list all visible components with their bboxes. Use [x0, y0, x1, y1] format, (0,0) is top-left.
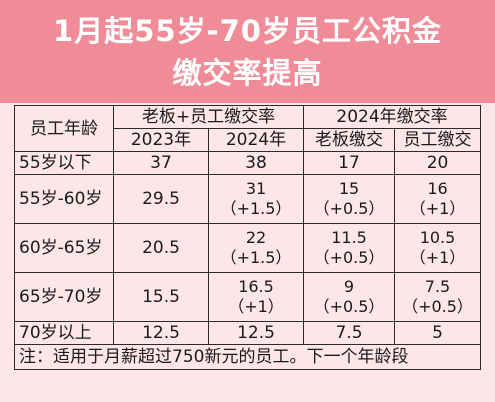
change: （+1）: [409, 199, 466, 218]
rate-2024-cell: 38: [208, 151, 304, 175]
header-age: 员工年龄: [14, 105, 114, 152]
footnote: 注：适用于月薪超过750新元的员工。下一个年龄段: [13, 344, 482, 370]
rate-2023-cell: 29.5: [113, 174, 209, 224]
rate-2024-cell: 16.5 （+1）: [208, 272, 304, 322]
change: （+1）: [228, 297, 284, 316]
age-cell: 65岁-70岁: [14, 272, 114, 322]
value: 11.5: [331, 228, 367, 247]
employer-cell: 15 （+0.5）: [303, 174, 395, 224]
table-row: 55岁-60岁 29.5 31 （+1.5） 15 （+0.5） 16 （+1）: [14, 174, 482, 224]
value: 22: [245, 228, 267, 247]
age-cell: 55岁-60岁: [14, 174, 114, 224]
title-line-1: 1月起55岁-70岁员工公积金: [53, 13, 442, 48]
change: （+0.5）: [402, 297, 473, 316]
header-employee: 员工缴交: [393, 128, 482, 152]
employer-cell: 9 （+0.5）: [303, 272, 395, 322]
title-line-2: 缴交率提高: [172, 55, 323, 90]
header-row-1: 员工年龄 老板+员工缴交率 2024年缴交率: [14, 105, 482, 152]
value: 15: [338, 179, 360, 198]
rate-2023-cell: 37: [113, 151, 209, 175]
age-cell: 70岁以上: [14, 321, 114, 345]
header-employer: 老板缴交: [303, 128, 395, 152]
note-row: 注：适用于月薪超过750新元的员工。下一个年龄段: [13, 344, 482, 370]
rate-2024-cell: 22 （+1.5）: [208, 223, 304, 273]
employee-cell: 5: [393, 321, 482, 345]
change: （+0.5）: [313, 297, 385, 316]
title-banner: 1月起55岁-70岁员工公积金 缴交率提高: [0, 0, 495, 103]
header-2023: 2023年: [113, 128, 209, 152]
value: 16: [427, 179, 448, 198]
rate-2024-cell: 31 （+1.5）: [208, 174, 304, 224]
table-row: 55岁以下 37 38 17 20: [14, 151, 482, 175]
age-cell: 55岁以下: [14, 151, 114, 175]
employee-cell: 7.5 （+0.5）: [393, 272, 482, 322]
table-row: 70岁以上 12.5 12.5 7.5 5: [14, 321, 482, 345]
change: （+1）: [409, 248, 466, 267]
rate-2023-cell: 12.5: [113, 321, 209, 345]
employer-cell: 11.5 （+0.5）: [303, 223, 395, 273]
header-row-2: 2023年 2024年 老板缴交 员工缴交: [15, 128, 482, 152]
rate-2024-cell: 12.5: [208, 321, 304, 345]
value: 7.5: [424, 277, 451, 296]
value: 31: [245, 179, 267, 198]
value: 9: [343, 277, 355, 296]
employer-cell: 17: [303, 151, 395, 175]
change: （+0.5）: [313, 248, 385, 267]
employee-cell: 20: [393, 151, 482, 175]
employer-cell: 7.5: [303, 321, 395, 345]
employee-cell: 10.5 （+1）: [393, 223, 482, 273]
table-row: 60岁-65岁 20.5 22 （+1.5） 11.5 （+0.5） 10.5 （+1…: [14, 223, 482, 273]
change: （+0.5）: [313, 199, 385, 218]
change: （+1.5）: [220, 199, 292, 218]
age-cell: 60岁-65岁: [14, 223, 114, 273]
change: （+1.5）: [220, 248, 292, 267]
value: 16.5: [238, 277, 274, 296]
employee-cell: 16 （+1）: [393, 174, 482, 224]
header-2024-group: 2024年缴交率: [302, 105, 482, 129]
header-total-group: 老板+员工缴交率: [113, 105, 304, 129]
header-2024: 2024年: [208, 128, 304, 152]
value: 10.5: [419, 228, 456, 247]
rate-2023-cell: 15.5: [113, 272, 209, 322]
table-row: 65岁-70岁 15.5 16.5 （+1） 9 （+0.5） 7.5 （+0.5）: [14, 272, 482, 322]
contribution-rate-table: 员工年龄 老板+员工缴交率 2024年缴交率 2023年 2024年 老板缴交 …: [13, 105, 482, 370]
rate-2023-cell: 20.5: [113, 223, 209, 273]
